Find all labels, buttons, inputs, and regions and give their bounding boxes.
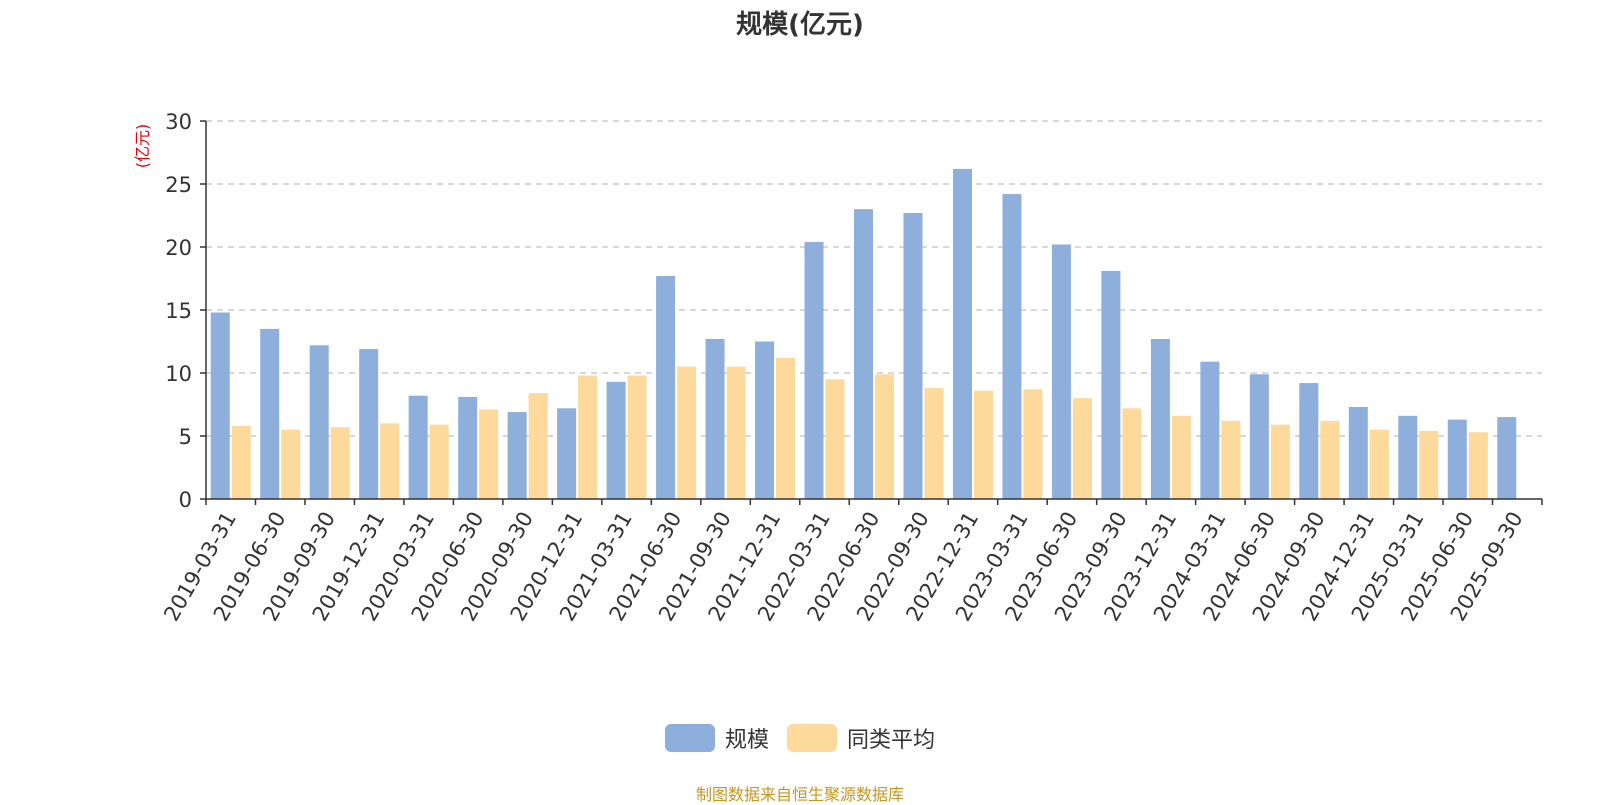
- bar-scale[interactable]: [1150, 338, 1170, 499]
- bar-peer-average[interactable]: [875, 374, 894, 499]
- bar-peer-average[interactable]: [330, 427, 350, 499]
- bar-scale[interactable]: [1002, 194, 1022, 499]
- bar-scale[interactable]: [1299, 383, 1319, 499]
- chart-title: 规模(亿元): [736, 10, 864, 40]
- bar-scale[interactable]: [903, 212, 923, 500]
- y-tick-label: 5: [179, 425, 192, 449]
- legend-label-peer-average: 同类平均: [847, 728, 936, 753]
- bar-peer-average[interactable]: [825, 379, 845, 499]
- bar-peer-average[interactable]: [776, 357, 796, 499]
- bar-scale[interactable]: [507, 412, 527, 499]
- bar-peer-average[interactable]: [1221, 420, 1241, 499]
- bar-peer-average[interactable]: [677, 366, 697, 499]
- axes: [200, 120, 1543, 505]
- legend-item-peer-average[interactable]: 同类平均: [787, 722, 935, 754]
- bar-scale[interactable]: [705, 338, 725, 499]
- bar-peer-average[interactable]: [1320, 420, 1340, 499]
- bar-peer-average[interactable]: [1072, 398, 1092, 499]
- bar-peer-average[interactable]: [1369, 429, 1389, 499]
- y-tick-label: 30: [165, 110, 192, 134]
- bar-scale[interactable]: [804, 241, 824, 499]
- bar-scale[interactable]: [1348, 407, 1368, 499]
- bar-scale[interactable]: [1497, 417, 1517, 499]
- bar-scale[interactable]: [1051, 244, 1071, 499]
- bar-peer-average[interactable]: [578, 375, 598, 499]
- bar-peer-average[interactable]: [1023, 389, 1043, 499]
- bar-scale[interactable]: [557, 408, 577, 499]
- bar-peer-average[interactable]: [429, 424, 449, 499]
- legend-item-scale[interactable]: 规模: [664, 722, 769, 754]
- y-tick-label: 25: [165, 173, 192, 197]
- bar-peer-average[interactable]: [281, 429, 301, 499]
- bar-peer-average[interactable]: [231, 425, 251, 499]
- bar-peer-average[interactable]: [1419, 430, 1439, 499]
- bar-scale[interactable]: [1101, 270, 1121, 499]
- bar-peer-average[interactable]: [1122, 408, 1142, 499]
- bar-scale[interactable]: [260, 328, 280, 499]
- bars: [210, 168, 1517, 500]
- bar-peer-average[interactable]: [924, 388, 944, 499]
- bar-peer-average[interactable]: [627, 375, 647, 499]
- bar-scale[interactable]: [359, 349, 379, 499]
- legend-swatch-peer-average: [787, 724, 837, 752]
- bar-peer-average[interactable]: [479, 409, 499, 499]
- bar-scale[interactable]: [606, 381, 626, 499]
- bar-peer-average[interactable]: [1270, 424, 1290, 499]
- bar-scale[interactable]: [458, 396, 478, 499]
- bar-scale[interactable]: [656, 275, 676, 499]
- y-axis-unit-label: (亿元): [133, 124, 152, 169]
- bar-scale[interactable]: [854, 209, 873, 499]
- bar-scale[interactable]: [1200, 361, 1220, 499]
- legend-label-scale: 规模: [724, 728, 769, 753]
- y-tick-label: 20: [165, 236, 192, 260]
- bar-scale[interactable]: [309, 345, 329, 499]
- bar-scale[interactable]: [755, 341, 775, 500]
- bar-scale[interactable]: [1249, 374, 1269, 499]
- bar-scale[interactable]: [408, 395, 428, 499]
- grid-lines: [206, 120, 1542, 437]
- bar-peer-average[interactable]: [726, 366, 746, 499]
- legend: 规模 同类平均: [0, 722, 1600, 754]
- bar-peer-average[interactable]: [973, 390, 993, 499]
- y-tick-label: 10: [165, 362, 192, 386]
- bar-scale[interactable]: [1398, 415, 1418, 499]
- bar-scale[interactable]: [210, 312, 230, 499]
- y-tick-label: 15: [165, 299, 192, 323]
- bar-scale[interactable]: [952, 168, 972, 499]
- bar-peer-average[interactable]: [1171, 415, 1191, 499]
- bar-peer-average[interactable]: [1468, 432, 1488, 499]
- bar-peer-average[interactable]: [380, 423, 400, 499]
- source-note: 制图数据来自恒生聚源数据库: [695, 785, 904, 804]
- bar-scale[interactable]: [1447, 419, 1467, 499]
- legend-swatch-scale: [664, 724, 715, 752]
- y-tick-label: 0: [179, 488, 192, 512]
- bar-peer-average[interactable]: [528, 393, 548, 499]
